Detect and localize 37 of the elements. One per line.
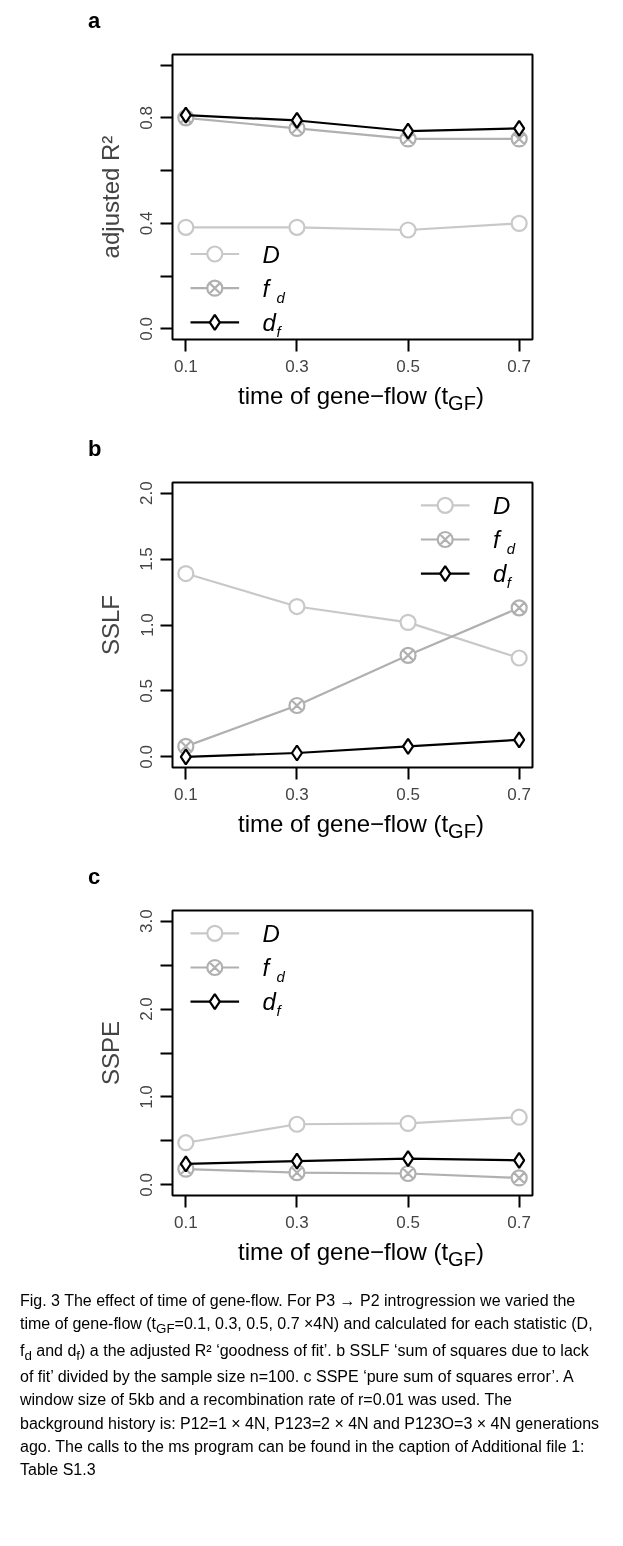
- x-axis-title: time of gene−flow (t$_{GF}$): [238, 809, 484, 844]
- x-tick-label: 0.7: [507, 1212, 531, 1232]
- x-tick-label: 0.1: [174, 1212, 198, 1232]
- y-tick-label: 0.0: [137, 1173, 157, 1197]
- x-tick-label: 0.7: [507, 356, 531, 376]
- x-tick-label: 0.3: [285, 1212, 309, 1232]
- y-tick-label: 1.0: [137, 1085, 157, 1109]
- legend-label: D: [262, 919, 280, 947]
- y-axis-title: adjusted R²: [96, 135, 124, 259]
- y-tick-label: 2.0: [137, 997, 157, 1021]
- y-tick-label: 0.5: [137, 679, 157, 703]
- y-axis-title: SSPE: [96, 1020, 124, 1086]
- y-tick-label: 0.4: [137, 211, 157, 236]
- y-tick-label: 0.8: [137, 106, 157, 130]
- x-tick-label: 0.3: [285, 356, 309, 376]
- y-tick-label: 0.0: [137, 745, 157, 769]
- legend-label: D: [262, 240, 280, 268]
- x-tick-label: 0.7: [507, 784, 531, 804]
- y-tick-label: 2.0: [137, 481, 157, 505]
- y-tick-label: 0.0: [137, 317, 157, 341]
- chart-title: c: [88, 864, 101, 889]
- x-tick-label: 0.5: [396, 784, 420, 804]
- text: Fig. 3 The effect of time of gene-flow. For P3 → P2 introgression we varied the time of gene-flow (t$_{GF}$=0.1, 0.3, 0.5, 0.7 ×4N) and calculated for each statistic (D, f$_{d}$ and d$_{f}$) a the adjusted R² ‘goodness of fit’. b SSLF ‘sum of squares due to lack of fit’ divided by the sample size n=100. c SSPE ‘pure sum of squares error’. A window size of 5kb and a recombination rate of r=0.01 was used. The background history is: P12=1 × 4N, P123=2 × 4N and P123O=3 × 4N generations ago. The calls to the ms program can be found in the caption of Additional file 1: Table S1.3: [20, 1292, 600, 1478]
- x-tick-label: 0.3: [285, 784, 309, 804]
- x-tick-label: 0.5: [396, 1212, 420, 1232]
- y-axis-title: SSLF: [96, 594, 124, 656]
- x-tick-label: 0.5: [396, 356, 420, 376]
- x-tick-label: 0.1: [174, 356, 198, 376]
- y-tick-label: 1.5: [137, 547, 157, 571]
- chart-title: b: [88, 436, 102, 461]
- legend-label: D: [492, 491, 511, 519]
- x-axis-title: time of gene−flow (t$_{GF}$): [238, 381, 484, 416]
- y-tick-label: 1.0: [137, 613, 157, 637]
- y-tick-label: 3.0: [137, 909, 157, 933]
- x-tick-label: 0.1: [174, 784, 198, 804]
- chart-title: a: [88, 8, 101, 33]
- x-axis-title: time of gene−flow (t$_{GF}$): [238, 1237, 484, 1272]
